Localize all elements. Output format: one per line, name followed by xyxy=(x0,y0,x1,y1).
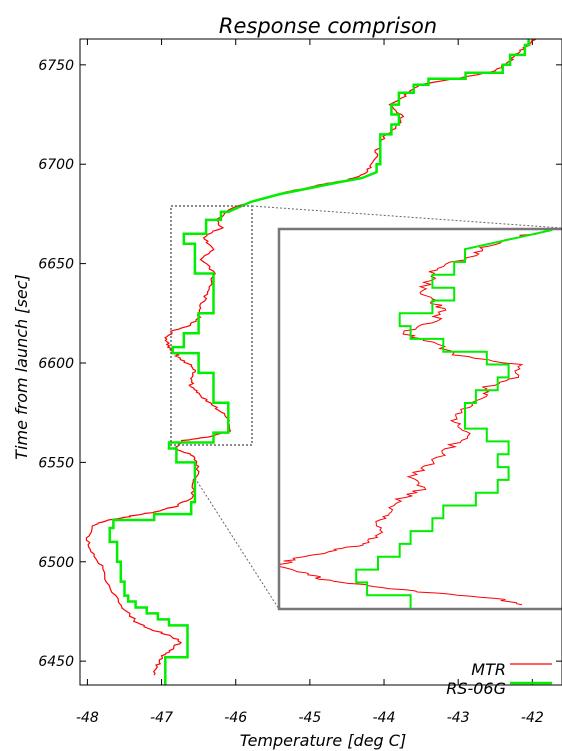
chart-title: Response comprison xyxy=(219,14,437,38)
x-tick-label: -44 xyxy=(373,710,396,726)
legend: MTR RS-06G xyxy=(446,660,552,698)
x-tick-labels: -48 -47 -46 -45 -44 -43 -42 xyxy=(76,710,544,726)
zoom-region-box xyxy=(170,205,253,446)
legend-label-mtr: MTR xyxy=(471,660,506,679)
x-axis-label: Temperature [deg C] xyxy=(240,731,406,750)
x-tick-label: -46 xyxy=(224,710,247,726)
y-axis-label: Time from launch [sec] xyxy=(12,274,31,459)
x-tick-label: -43 xyxy=(447,710,470,726)
plot-frame xyxy=(79,38,562,686)
legend-label-rs-06g: RS-06G xyxy=(446,679,506,698)
y-tick-label: 6750 xyxy=(38,58,74,74)
y-tick-label: 6500 xyxy=(38,555,74,571)
x-tick-label: -48 xyxy=(76,710,99,726)
y-tick-label: 6550 xyxy=(38,455,74,471)
y-tick-label: 6700 xyxy=(38,157,74,173)
x-tick-label: -45 xyxy=(298,710,321,726)
x-tick-label: -42 xyxy=(521,710,544,726)
inset-series-line-mtr xyxy=(280,230,553,606)
x-tick-label: -47 xyxy=(150,710,173,726)
inset-series-line-rs-06g xyxy=(355,230,553,608)
series-line-rs-06g xyxy=(108,39,530,685)
y-tick-labels: 6450 6500 6550 6600 6650 6700 6750 xyxy=(38,58,74,670)
inset-panel xyxy=(277,227,562,611)
y-tick-label: 6450 xyxy=(38,654,74,670)
y-tick-label: 6600 xyxy=(38,356,74,372)
y-tick-label: 6650 xyxy=(38,257,74,273)
zoom-connector-bottom xyxy=(194,477,280,610)
